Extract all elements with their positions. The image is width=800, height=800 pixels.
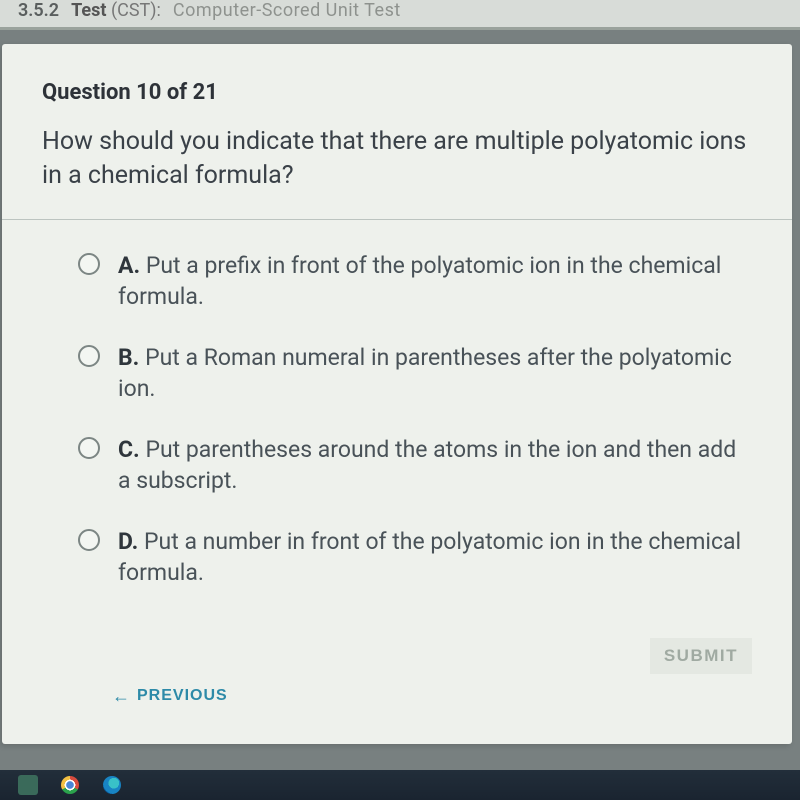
- answer-option-d[interactable]: D. Put a number in front of the polyatom…: [78, 526, 742, 588]
- taskbar-app-icon[interactable]: [18, 775, 38, 795]
- edge-icon[interactable]: [102, 775, 122, 795]
- divider: [2, 219, 792, 220]
- radio-icon[interactable]: [78, 345, 100, 367]
- content-outer: Question 10 of 21 How should you indicat…: [0, 30, 800, 744]
- question-text: How should you indicate that there are m…: [42, 125, 752, 193]
- radio-icon[interactable]: [78, 437, 100, 459]
- nav-row: PREVIOUS SUBMIT: [42, 678, 752, 714]
- breadcrumb-header: 3.5.2 Test (CST): Computer-Scored Unit T…: [0, 0, 800, 30]
- question-card: Question 10 of 21 How should you indicat…: [2, 44, 792, 744]
- answer-text-b: B. Put a Roman numeral in parentheses af…: [118, 342, 742, 404]
- test-label: Test (CST):: [71, 0, 161, 21]
- chrome-icon[interactable]: [60, 775, 80, 795]
- previous-button[interactable]: PREVIOUS: [42, 686, 228, 707]
- arrow-left-icon: [112, 686, 131, 707]
- taskbar[interactable]: [0, 770, 800, 800]
- answer-text-a: A. Put a prefix in front of the polyatom…: [118, 250, 742, 312]
- answer-option-a[interactable]: A. Put a prefix in front of the polyatom…: [78, 250, 742, 312]
- radio-icon[interactable]: [78, 253, 100, 275]
- answer-option-b[interactable]: B. Put a Roman numeral in parentheses af…: [78, 342, 742, 404]
- answer-text-d: D. Put a number in front of the polyatom…: [118, 526, 742, 588]
- submit-button[interactable]: SUBMIT: [650, 638, 752, 674]
- section-number: 3.5.2: [18, 0, 59, 21]
- test-description: Computer-Scored Unit Test: [173, 0, 401, 21]
- answer-option-c[interactable]: C. Put parentheses around the atoms in t…: [78, 434, 742, 496]
- answer-list: A. Put a prefix in front of the polyatom…: [42, 250, 752, 588]
- answer-text-c: C. Put parentheses around the atoms in t…: [118, 434, 742, 496]
- radio-icon[interactable]: [78, 529, 100, 551]
- question-counter: Question 10 of 21: [42, 80, 752, 105]
